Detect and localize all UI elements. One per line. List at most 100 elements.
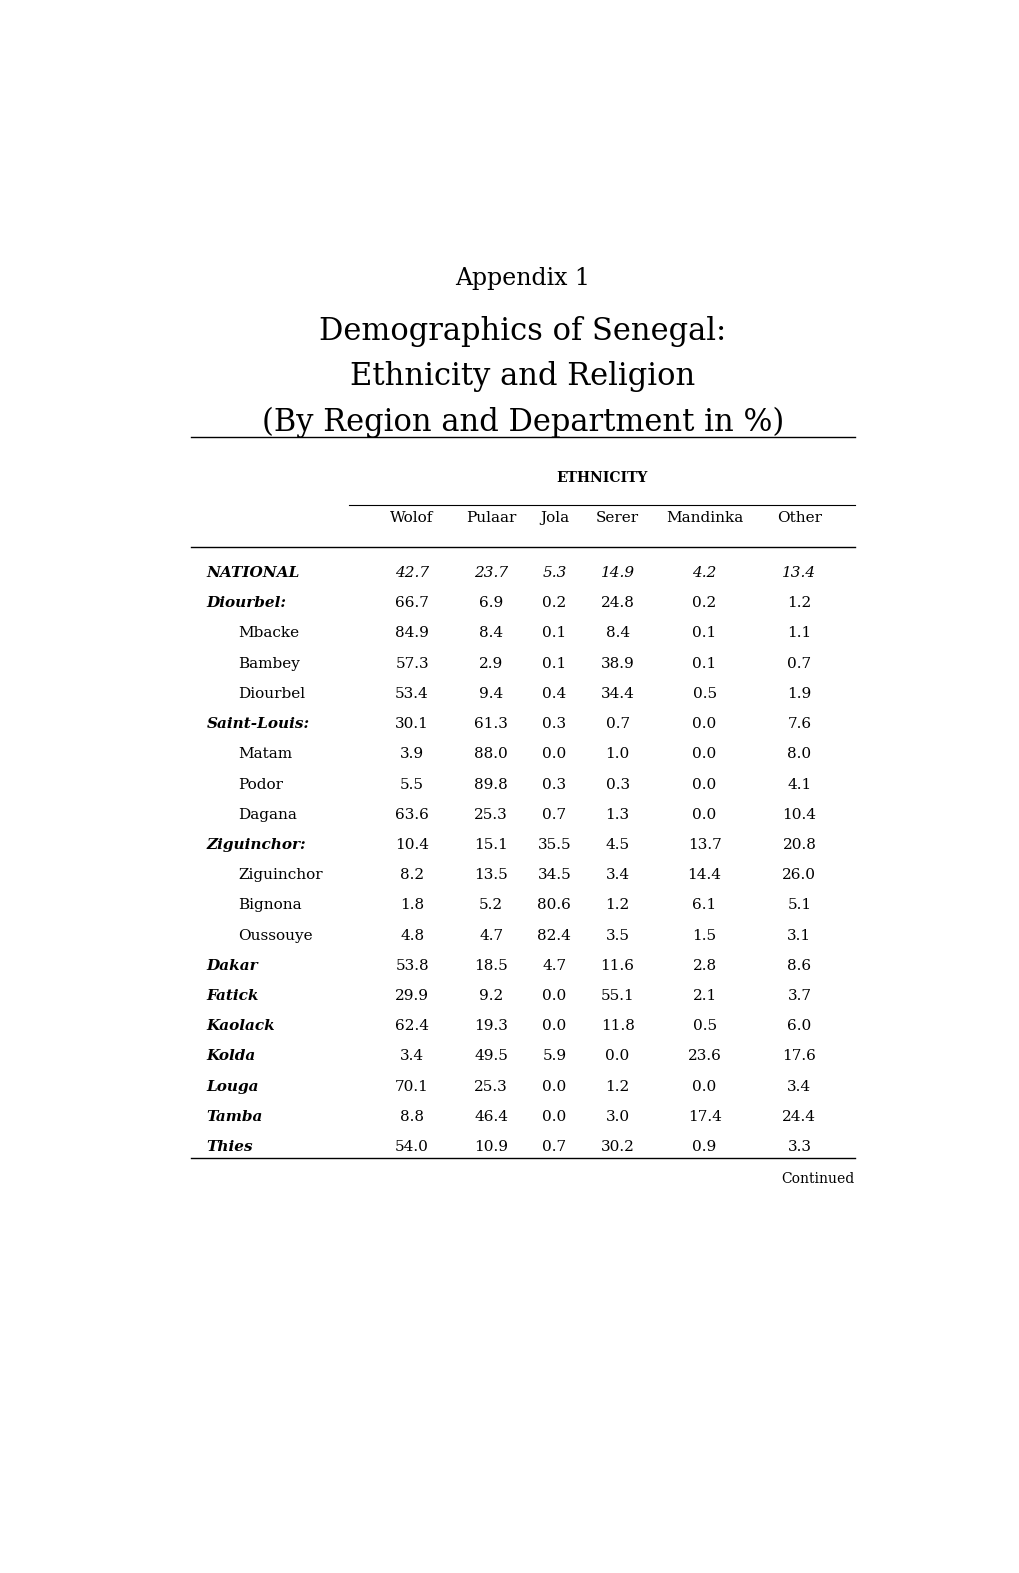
Text: 24.8: 24.8 — [600, 596, 634, 610]
Text: Appendix 1: Appendix 1 — [454, 267, 590, 291]
Text: 3.4: 3.4 — [399, 1049, 424, 1063]
Text: 1.9: 1.9 — [787, 687, 811, 702]
Text: 17.6: 17.6 — [782, 1049, 815, 1063]
Text: 15.1: 15.1 — [474, 838, 507, 853]
Text: 13.7: 13.7 — [687, 838, 720, 853]
Text: Ziguinchor:: Ziguinchor: — [206, 838, 306, 853]
Text: 0.5: 0.5 — [692, 687, 716, 702]
Text: 84.9: 84.9 — [394, 626, 429, 640]
Text: Podor: Podor — [238, 777, 283, 791]
Text: 0.0: 0.0 — [692, 1079, 716, 1093]
Text: 8.6: 8.6 — [787, 960, 811, 972]
Text: Louga: Louga — [206, 1079, 259, 1093]
Text: 23.6: 23.6 — [687, 1049, 720, 1063]
Text: 8.4: 8.4 — [479, 626, 502, 640]
Text: 0.0: 0.0 — [692, 807, 716, 821]
Text: 0.0: 0.0 — [605, 1049, 629, 1063]
Text: Wolof: Wolof — [390, 511, 433, 525]
Text: 19.3: 19.3 — [474, 1019, 507, 1033]
Text: 63.6: 63.6 — [394, 807, 429, 821]
Text: 0.7: 0.7 — [787, 656, 811, 670]
Text: Matam: Matam — [238, 747, 292, 761]
Text: 4.7: 4.7 — [542, 960, 566, 972]
Text: 6.1: 6.1 — [692, 898, 716, 912]
Text: 13.4: 13.4 — [782, 566, 815, 580]
Text: 0.5: 0.5 — [692, 1019, 716, 1033]
Text: 57.3: 57.3 — [395, 656, 428, 670]
Text: 2.9: 2.9 — [479, 656, 502, 670]
Text: 1.2: 1.2 — [605, 898, 629, 912]
Text: 0.0: 0.0 — [542, 1111, 566, 1125]
Text: Jola: Jola — [539, 511, 569, 525]
Text: 3.9: 3.9 — [399, 747, 424, 761]
Text: 62.4: 62.4 — [394, 1019, 429, 1033]
Text: 53.4: 53.4 — [394, 687, 429, 702]
Text: 6.0: 6.0 — [787, 1019, 811, 1033]
Text: 1.3: 1.3 — [605, 807, 629, 821]
Text: 7.6: 7.6 — [787, 717, 811, 731]
Text: 49.5: 49.5 — [474, 1049, 507, 1063]
Text: 6.9: 6.9 — [479, 596, 502, 610]
Text: 10.4: 10.4 — [394, 838, 429, 853]
Text: 0.4: 0.4 — [542, 687, 566, 702]
Text: 0.0: 0.0 — [542, 747, 566, 761]
Text: 54.0: 54.0 — [394, 1140, 429, 1155]
Text: Ziguinchor: Ziguinchor — [238, 868, 322, 882]
Text: 0.0: 0.0 — [542, 1079, 566, 1093]
Text: Diourbel:: Diourbel: — [206, 596, 286, 610]
Text: 25.3: 25.3 — [474, 1079, 507, 1093]
Text: 4.2: 4.2 — [692, 566, 716, 580]
Text: 55.1: 55.1 — [600, 989, 634, 1004]
Text: 3.3: 3.3 — [787, 1140, 811, 1155]
Text: 8.8: 8.8 — [399, 1111, 424, 1125]
Text: 14.4: 14.4 — [687, 868, 720, 882]
Text: 1.8: 1.8 — [399, 898, 424, 912]
Text: 0.7: 0.7 — [542, 807, 566, 821]
Text: 29.9: 29.9 — [394, 989, 429, 1004]
Text: 70.1: 70.1 — [394, 1079, 429, 1093]
Text: Diourbel: Diourbel — [238, 687, 305, 702]
Text: Mandinka: Mandinka — [665, 511, 743, 525]
Text: 82.4: 82.4 — [537, 928, 571, 942]
Text: 0.1: 0.1 — [692, 626, 716, 640]
Text: 3.0: 3.0 — [605, 1111, 629, 1125]
Text: Ethnicity and Religion: Ethnicity and Religion — [350, 360, 695, 392]
Text: Kolda: Kolda — [206, 1049, 256, 1063]
Text: Bambey: Bambey — [238, 656, 300, 670]
Text: 61.3: 61.3 — [474, 717, 507, 731]
Text: Fatick: Fatick — [206, 989, 259, 1004]
Text: 18.5: 18.5 — [474, 960, 507, 972]
Text: 4.1: 4.1 — [787, 777, 811, 791]
Text: 30.1: 30.1 — [394, 717, 429, 731]
Text: 1.2: 1.2 — [787, 596, 811, 610]
Text: Kaolack: Kaolack — [206, 1019, 275, 1033]
Text: 4.8: 4.8 — [399, 928, 424, 942]
Text: 9.2: 9.2 — [479, 989, 502, 1004]
Text: 20.8: 20.8 — [782, 838, 815, 853]
Text: 80.6: 80.6 — [537, 898, 571, 912]
Text: Demographics of Senegal:: Demographics of Senegal: — [319, 316, 726, 348]
Text: 0.2: 0.2 — [542, 596, 566, 610]
Text: 4.7: 4.7 — [479, 928, 502, 942]
Text: 23.7: 23.7 — [474, 566, 507, 580]
Text: Oussouye: Oussouye — [238, 928, 313, 942]
Text: 38.9: 38.9 — [600, 656, 634, 670]
Text: 13.5: 13.5 — [474, 868, 507, 882]
Text: 0.3: 0.3 — [605, 777, 629, 791]
Text: 66.7: 66.7 — [394, 596, 429, 610]
Text: NATIONAL: NATIONAL — [206, 566, 300, 580]
Text: 8.0: 8.0 — [787, 747, 811, 761]
Text: 0.1: 0.1 — [542, 626, 566, 640]
Text: Continued: Continued — [781, 1172, 854, 1186]
Text: 0.7: 0.7 — [605, 717, 629, 731]
Text: 0.0: 0.0 — [542, 989, 566, 1004]
Text: 5.2: 5.2 — [479, 898, 502, 912]
Text: 9.4: 9.4 — [479, 687, 502, 702]
Text: 3.7: 3.7 — [787, 989, 811, 1004]
Text: 8.4: 8.4 — [605, 626, 629, 640]
Text: 89.8: 89.8 — [474, 777, 507, 791]
Text: 5.5: 5.5 — [399, 777, 424, 791]
Text: 5.1: 5.1 — [787, 898, 811, 912]
Text: 0.0: 0.0 — [692, 747, 716, 761]
Text: 0.0: 0.0 — [542, 1019, 566, 1033]
